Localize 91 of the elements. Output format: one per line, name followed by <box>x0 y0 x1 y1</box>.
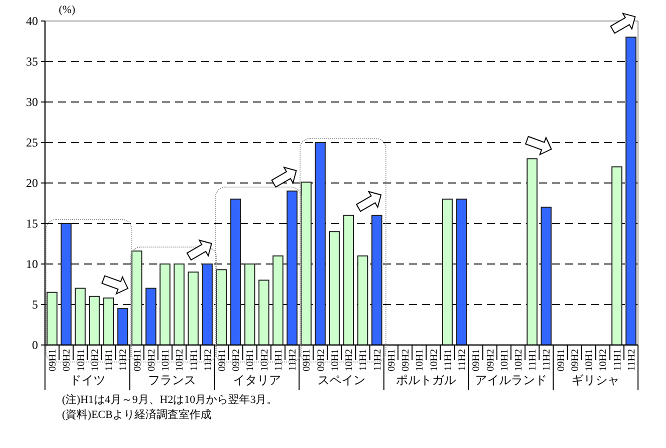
text: (注)H1は4月～9月、H2は10月から翌年3月。 <box>62 393 278 406</box>
bar <box>286 190 298 346</box>
y-tick-label: 40 <box>26 14 38 28</box>
bar <box>314 142 326 346</box>
x-tick-label: 11H2 <box>372 349 384 371</box>
y-tick-label: 10 <box>26 257 38 271</box>
bar <box>117 308 128 346</box>
x-tick-label: 09H2 <box>62 349 73 372</box>
text: スペイン <box>318 373 366 387</box>
x-tick-label: 09H2 <box>231 349 242 372</box>
x-tick-label: 11H1 <box>442 349 454 371</box>
x-tick-label: 09H1 <box>556 349 567 372</box>
x-tick-label: 10H2 <box>174 349 186 372</box>
x-tick-label: 10H1 <box>76 349 87 372</box>
x-tick-label: 10H1 <box>330 349 341 372</box>
bar <box>188 272 199 346</box>
x-tick-label: 10H2 <box>344 349 356 372</box>
bar <box>371 214 382 346</box>
x-tick-label: 10H1 <box>245 349 256 372</box>
bar <box>46 292 58 346</box>
text: アイルランド <box>474 373 547 387</box>
bar <box>272 255 284 346</box>
x-tick-label: 09H1 <box>216 349 228 372</box>
bar <box>103 298 114 346</box>
x-tick-label: 09H2 <box>570 349 581 372</box>
bar <box>540 206 552 346</box>
bar <box>442 198 453 346</box>
bar <box>216 269 227 346</box>
x-tick-label: 11H2 <box>542 349 553 371</box>
bar <box>74 288 86 346</box>
x-tick-label: 11H2 <box>626 349 638 371</box>
bar <box>160 264 170 346</box>
x-tick-label: 10H1 <box>499 349 510 372</box>
x-tick-label: 11H2 <box>457 349 468 371</box>
bar <box>300 182 312 346</box>
x-tick-label: 10H1 <box>584 349 596 372</box>
bar <box>343 214 354 346</box>
y-tick-label: 0 <box>32 338 38 352</box>
x-tick-label: 10H1 <box>160 349 172 372</box>
y-tick-label: 25 <box>26 136 38 150</box>
x-tick-label: 10H2 <box>428 349 440 372</box>
x-tick-label: 09H1 <box>132 349 144 372</box>
y-tick-label: 35 <box>26 54 38 68</box>
x-tick-label: 09H2 <box>485 349 496 372</box>
x-tick-label: 09H2 <box>146 349 158 372</box>
x-tick-label: 09H1 <box>386 349 398 372</box>
bar <box>626 36 636 346</box>
bar <box>357 255 368 346</box>
bar <box>456 198 467 346</box>
bar <box>145 288 156 346</box>
x-tick-label: 10H2 <box>259 349 270 372</box>
text: ポルトガル <box>396 373 456 387</box>
x-tick-label: 11H1 <box>358 349 370 371</box>
text: フランス <box>148 373 196 387</box>
text: イタリア <box>232 373 281 387</box>
x-tick-label: 09H2 <box>400 349 412 372</box>
x-tick-label: 10H1 <box>414 349 426 372</box>
bar <box>526 158 538 346</box>
text: (資料)ECBより経済調査室作成 <box>62 408 212 421</box>
x-tick-label: 09H1 <box>48 349 59 372</box>
text: ドイツ <box>69 373 106 387</box>
bar <box>88 296 100 346</box>
bar <box>60 223 72 346</box>
y-tick-label: 20 <box>26 176 38 190</box>
y-tick-label: 30 <box>26 95 38 109</box>
x-tick-label: 11H1 <box>528 349 539 371</box>
bar <box>202 264 213 346</box>
bar <box>131 250 142 346</box>
x-tick-label: 11H2 <box>118 349 130 371</box>
x-tick-label: 11H2 <box>202 349 214 371</box>
y-axis-title: (%) <box>58 4 76 16</box>
text: ギリシャ <box>572 373 620 387</box>
bar <box>244 264 256 346</box>
bar <box>258 280 270 346</box>
x-tick-label: 10H2 <box>513 349 524 372</box>
x-tick-label: 09H1 <box>471 349 482 372</box>
y-tick-label: 5 <box>32 298 38 312</box>
bar <box>329 231 340 346</box>
x-tick-label: 10H2 <box>90 349 101 372</box>
x-tick-label: 11H1 <box>612 349 624 371</box>
bar <box>174 264 185 346</box>
x-tick-label: 10H2 <box>598 349 610 372</box>
y-tick-label: 15 <box>26 216 38 230</box>
x-tick-label: 09H2 <box>316 349 327 372</box>
x-tick-label: 11H1 <box>104 349 116 371</box>
x-tick-label: 11H1 <box>273 349 284 371</box>
bar <box>611 166 622 346</box>
x-tick-label: 09H1 <box>302 349 313 372</box>
x-tick-label: 11H1 <box>188 349 200 371</box>
x-tick-label: 11H2 <box>288 349 299 371</box>
bar <box>230 198 242 346</box>
